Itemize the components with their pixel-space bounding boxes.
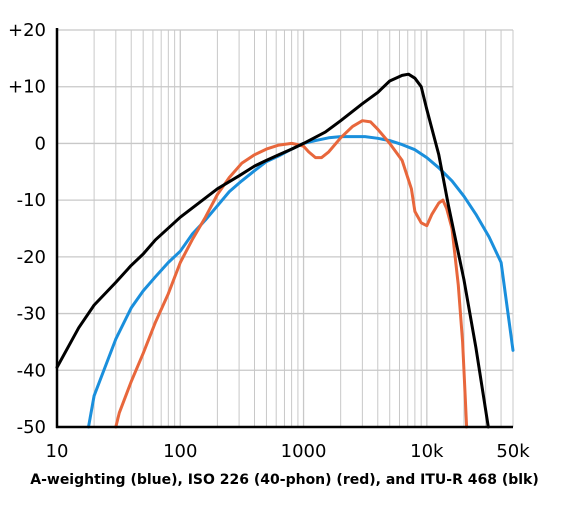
y-tick-label: -20: [17, 247, 46, 268]
x-tick-label: 1000: [281, 441, 327, 462]
y-tick-label: -40: [17, 360, 46, 381]
series-line-3: [55, 72, 490, 429]
x-tick-label: 10: [46, 441, 69, 462]
axes: [55, 28, 513, 429]
x-tick-label: 100: [163, 441, 197, 462]
series-layer: [55, 72, 515, 429]
y-tick-label: -10: [17, 190, 46, 211]
series-line-1: [87, 135, 515, 429]
y-tick-label: 0: [35, 133, 46, 154]
grid: [57, 29, 514, 427]
y-tick-label: -50: [17, 417, 46, 438]
series-line-2: [114, 119, 469, 429]
y-tick-label: +10: [8, 77, 46, 98]
chart-caption: A-weighting (blue), ISO 226 (40-phon) (r…: [30, 472, 539, 488]
x-tick-label: 10k: [410, 441, 444, 462]
y-tick-label: +20: [8, 20, 46, 41]
x-tick-label: 50k: [496, 441, 530, 462]
y-tick-label: -30: [17, 304, 46, 325]
